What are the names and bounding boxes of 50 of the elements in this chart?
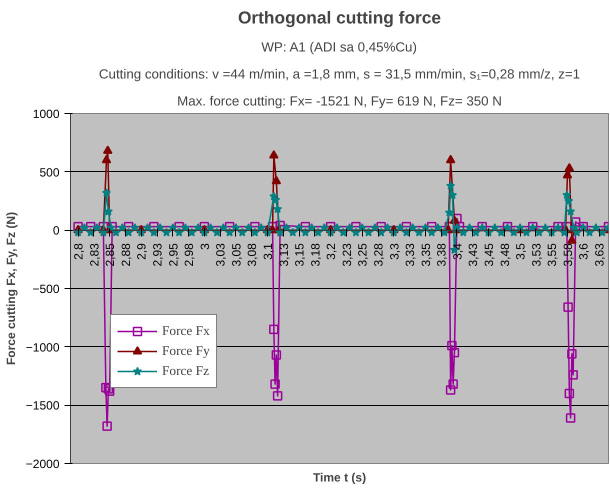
text: Max. force cutting: Fx= -1521 N, Fy= 619 N, Fz= 350 N [177, 94, 502, 108]
x-tick-label: 3,6 [576, 242, 591, 260]
x-tick-label: 3,38 [434, 242, 449, 267]
x-tick-label: 2,8 [72, 242, 86, 260]
y-tick-label: −2000 [26, 457, 60, 471]
x-tick-label: 3,3 [387, 242, 402, 260]
x-tick-label: 3,4 [450, 242, 464, 260]
y-tick-label: −1000 [26, 340, 60, 354]
y-tick-label: 500 [39, 165, 60, 180]
x-tick-label: 3,25 [356, 242, 370, 267]
y-tick-label: 0 [52, 224, 60, 238]
x-tick-label: 3,5 [514, 242, 528, 260]
x-tick-label: 3,55 [545, 242, 560, 267]
y-axis-title: Force cutting Fx, Fy, Fz (N) [4, 212, 18, 366]
x-tick-label: 2,98 [182, 242, 196, 267]
x-tick-label: 3,45 [482, 242, 496, 267]
legend-label: Force Fx [162, 323, 210, 339]
x-tick-label: 3,35 [418, 242, 433, 267]
x-tick-label: 3,48 [498, 242, 512, 267]
x-tick-label: 3,33 [403, 242, 418, 267]
x-tick-label: 3,28 [372, 242, 386, 267]
x-tick-label: 3 [198, 242, 212, 250]
x-tick-label: 3,23 [340, 242, 354, 267]
y-tick-label: 1000 [32, 107, 60, 121]
x-tick-label: 3,63 [592, 242, 607, 267]
legend-label: Force Fy [162, 343, 210, 359]
x-tick-label: 3,08 [245, 242, 260, 267]
chart-subtitle: WP: A1 (ADI sa 0,45%Cu) [261, 40, 417, 54]
x-tick-label: 3,13 [276, 242, 291, 267]
x-tick-label: 3,2 [324, 242, 338, 260]
x-axis-title: Time t (s) [312, 470, 366, 484]
x-tick-label: 3,03 [214, 242, 228, 267]
x-tick-label: 3,43 [466, 242, 480, 267]
x-tick-label: 3,1 [261, 242, 276, 260]
y-tick-label: −500 [32, 282, 60, 296]
x-tick-label: 3,15 [292, 242, 307, 267]
x-tick-label: 2,85 [103, 242, 118, 267]
x-tick-label: 3,53 [529, 242, 544, 267]
x-tick-label: 2,83 [87, 242, 102, 267]
x-tick-label: 2,88 [118, 242, 133, 267]
x-tick-label: 3,58 [560, 242, 575, 267]
legend-label: Force Fz [162, 363, 210, 379]
chart-title: Orthogonal cutting force [238, 8, 442, 28]
x-tick-label: 3,05 [229, 242, 244, 267]
x-tick-label: 2,9 [134, 242, 149, 260]
x-tick-label: 3,18 [308, 242, 322, 267]
text: Cutting conditions: v =44 m/min, a =1,8 mm, s = 31,5 mm/min, s₁=0,28 mm/z, z=1 [98, 66, 580, 82]
x-tick-label: 2,93 [150, 242, 165, 267]
x-tick-label: 2,95 [166, 242, 180, 267]
y-tick-label: −1500 [26, 398, 60, 413]
